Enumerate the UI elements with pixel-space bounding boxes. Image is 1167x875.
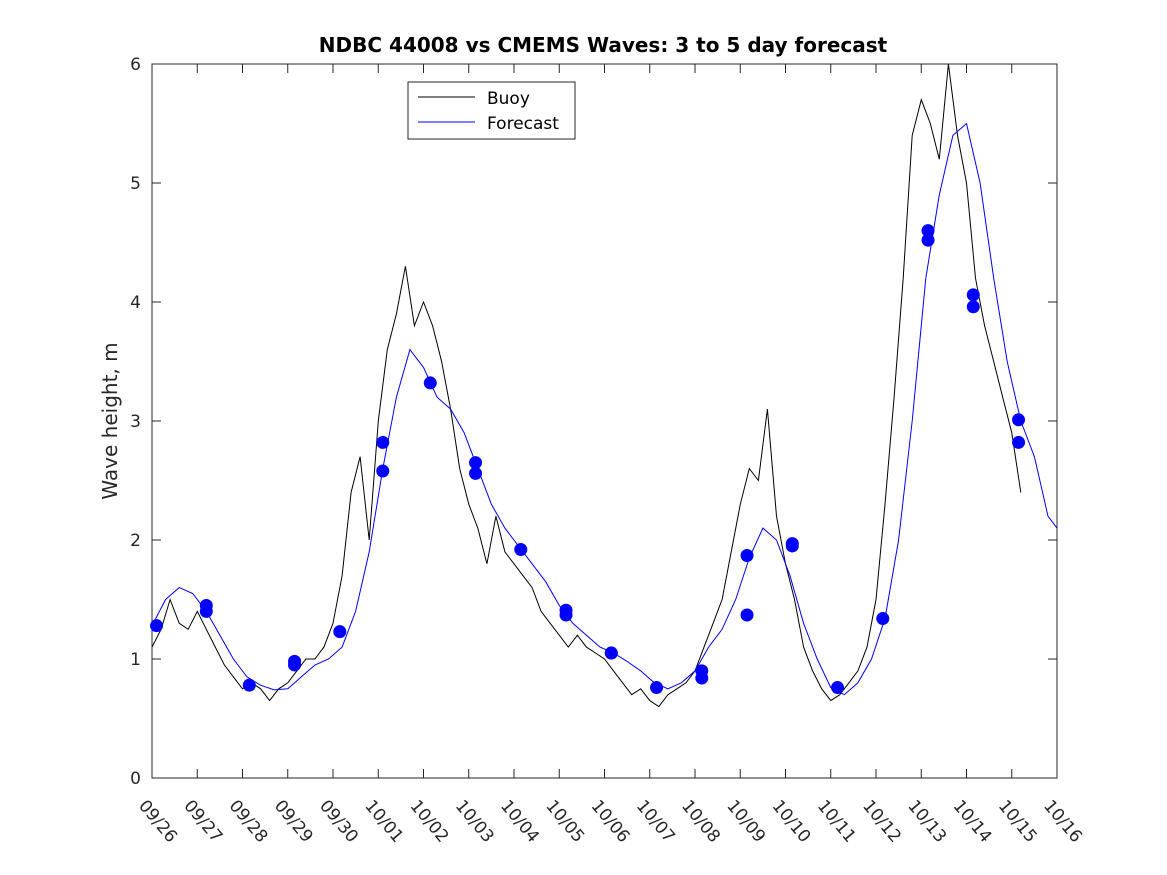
x-tick-label: 10/05 [541,796,588,846]
forecast-point [423,376,437,390]
y-axis: 0 1 2 3 4 5 6 [130,55,1057,789]
plot-area [151,63,1058,779]
y-tick-label: 0 [130,769,141,789]
x-tick-label: 09/26 [134,796,181,846]
x-tick-label: 10/14 [949,796,996,846]
forecast-point [469,456,483,470]
x-tick-label: 10/11 [813,796,860,846]
y-axis-label: Wave height, m [98,342,122,499]
y-tick-label: 5 [130,174,141,194]
y-tick-label: 3 [130,412,141,432]
points-layer [150,224,1026,695]
forecast-point [604,646,618,660]
x-tick-label: 10/06 [587,796,634,846]
forecast-point [921,224,935,238]
forecast-point [514,543,528,557]
forecast-point [376,464,390,478]
x-tick-label: 10/13 [903,796,950,846]
forecast-point [966,288,980,302]
legend-label-buoy: Buoy [487,89,530,109]
forecast-point [1012,413,1026,427]
forecast-point [740,548,754,562]
x-tick-label: 10/02 [406,796,453,846]
forecast-point [1012,435,1026,449]
y-tick-label: 2 [130,531,141,551]
legend-box [407,81,576,140]
x-tick-label: 10/08 [677,796,724,846]
forecast-point [740,608,754,622]
x-tick-label: 10/04 [496,796,543,846]
forecast-point [785,539,799,553]
legend: Buoy Forecast [407,81,576,140]
forecast-point [376,435,390,449]
forecast-point [242,678,256,692]
forecast-point [695,671,709,685]
x-tick-label: 10/01 [360,796,407,846]
chart-title: NDBC 44008 vs CMEMS Waves: 3 to 5 day fo… [319,33,888,57]
forecast-point [876,612,890,626]
forecast-point [650,681,664,695]
forecast-point [559,608,573,622]
forecast-point [469,466,483,480]
x-tick-label: 09/30 [315,796,362,846]
x-tick-label: 10/12 [858,796,905,846]
legend-label-forecast: Forecast [487,114,559,134]
forecast-point [921,233,935,247]
x-tick-label: 10/15 [994,796,1041,846]
x-tick-label: 09/29 [270,796,317,846]
x-tick-label: 10/07 [632,796,679,846]
forecast-point [199,604,213,618]
forecast-point [831,681,845,695]
x-tick-label: 09/27 [179,796,226,846]
y-tick-label: 4 [130,293,141,313]
forecast-point [150,619,164,633]
x-tick-label: 10/16 [1039,796,1086,846]
x-tick-label: 10/10 [768,796,815,846]
y-tick-label: 6 [130,55,141,75]
forecast-point [333,625,347,639]
x-tick-label: 10/09 [722,796,769,846]
x-tick-label: 09/28 [225,796,272,846]
forecast-point [288,658,302,672]
x-tick-label: 10/03 [451,796,498,846]
forecast-point [966,300,980,314]
y-tick-label: 1 [130,650,141,670]
